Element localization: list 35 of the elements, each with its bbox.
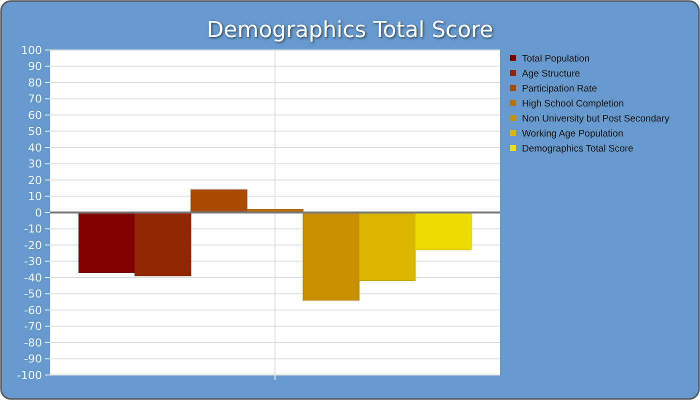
bar	[190, 189, 248, 213]
y-tick-label: -50	[24, 288, 42, 301]
y-tick-label: -20	[24, 238, 42, 252]
y-tick-label: -10	[24, 222, 42, 236]
y-tick-label: -70	[24, 320, 42, 334]
bar	[414, 212, 472, 250]
y-tick-label: 40	[28, 141, 42, 154]
y-tick-label: 80	[28, 76, 42, 90]
y-tick-label: -100	[17, 368, 42, 382]
y-tick-label: 10	[28, 190, 42, 204]
y-tick-label: 50	[28, 125, 42, 138]
y-tick-label: 60	[28, 108, 42, 122]
bar	[78, 212, 136, 273]
legend-label: Age Structure	[522, 68, 580, 80]
y-tick-label: 0	[35, 206, 42, 220]
legend-label: Total Population	[522, 53, 590, 64]
y-tick-label: -30	[24, 255, 42, 268]
y-tick-label: 100	[21, 44, 42, 57]
bar	[302, 212, 360, 301]
y-tick-label: -40	[24, 271, 42, 284]
legend-label: Non University but Post Secondary	[522, 113, 670, 124]
y-tick-label: 70	[28, 92, 42, 106]
bar	[134, 212, 192, 276]
bar	[358, 212, 416, 282]
y-tick-label: -90	[24, 352, 42, 366]
y-tick-label: 90	[28, 60, 42, 74]
chart-title: Demographics Total Score	[206, 18, 494, 43]
y-tick-label: 20	[28, 174, 42, 187]
y-tick-label: -80	[24, 336, 42, 350]
legend-label: Participation Rate	[522, 83, 597, 94]
legend-label: Demographics Total Score	[522, 143, 634, 154]
legend-label: High School Completion	[522, 98, 624, 110]
y-tick-label: -60	[24, 304, 42, 317]
legend-label: Working Age Population	[522, 128, 624, 140]
y-tick-label: 30	[28, 158, 42, 171]
